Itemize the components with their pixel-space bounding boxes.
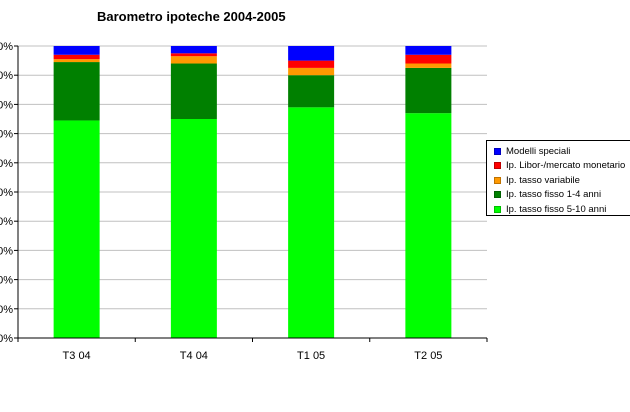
legend-item: Modelli speciali [494,144,630,159]
chart-title: Barometro ipoteche 2004-2005 [97,9,286,24]
bar-segment [288,107,335,338]
legend-item: Ip. tasso variabile [494,173,630,188]
y-tick-label: 100% [0,41,13,53]
y-tick-label: 50% [0,187,13,199]
chart-legend: Modelli speciali Ip. Libor-/mercato monet… [486,140,630,216]
bar-segment [405,46,452,55]
bar-segment [170,63,217,119]
legend-label: Ip. Libor-/mercato monetario [506,160,626,172]
y-tick-label: 90% [0,70,13,82]
x-tick-label: T1 05 [297,350,325,362]
legend-swatch [494,191,501,199]
x-tick-label: T3 04 [63,350,91,362]
y-tick-label: 60% [0,158,13,170]
bar-segment [405,113,452,338]
legend-swatch [494,147,501,155]
y-tick-label: 80% [0,99,13,111]
bar-segment [288,46,335,61]
legend-swatch [494,162,501,170]
y-tick-label: 40% [0,216,13,228]
bar-segment [53,54,100,60]
bar-segment [170,119,217,338]
legend-swatch [494,205,501,213]
y-tick-label: 30% [0,245,13,257]
legend-label: Ip. tasso variabile [506,174,580,186]
bar-segment [288,75,335,108]
legend-label: Modelli speciali [506,145,571,157]
y-tick-label: 70% [0,129,13,141]
legend-label: Ip. tasso fisso 5-10 anni [506,203,607,215]
bar-segment [405,54,452,64]
bar-segment [170,46,217,54]
bar-segment [53,59,100,63]
bar-segment [288,67,335,76]
x-tick-label: T2 05 [414,350,442,362]
x-tick-label: T4 04 [180,350,208,362]
y-tick-label: 0% [0,333,13,345]
bar-segment [170,56,217,64]
legend-swatch [494,176,501,184]
legend-item: Ip. Libor-/mercato monetario [494,159,630,174]
legend-label: Ip. tasso fisso 1-4 anni [506,189,602,201]
bar-segment [53,46,100,55]
legend-item: Ip. tasso fisso 1-4 anni [494,188,630,203]
y-tick-label: 20% [0,275,13,287]
bar-segment [405,63,452,68]
bar-segment [53,120,100,339]
y-tick-label: 10% [0,304,13,316]
bar-segment [170,53,217,57]
bar-segment [53,62,100,121]
bar-segment [405,67,452,114]
legend-item: Ip. tasso fisso 5-10 anni [494,202,630,217]
bar-segment [288,60,335,68]
